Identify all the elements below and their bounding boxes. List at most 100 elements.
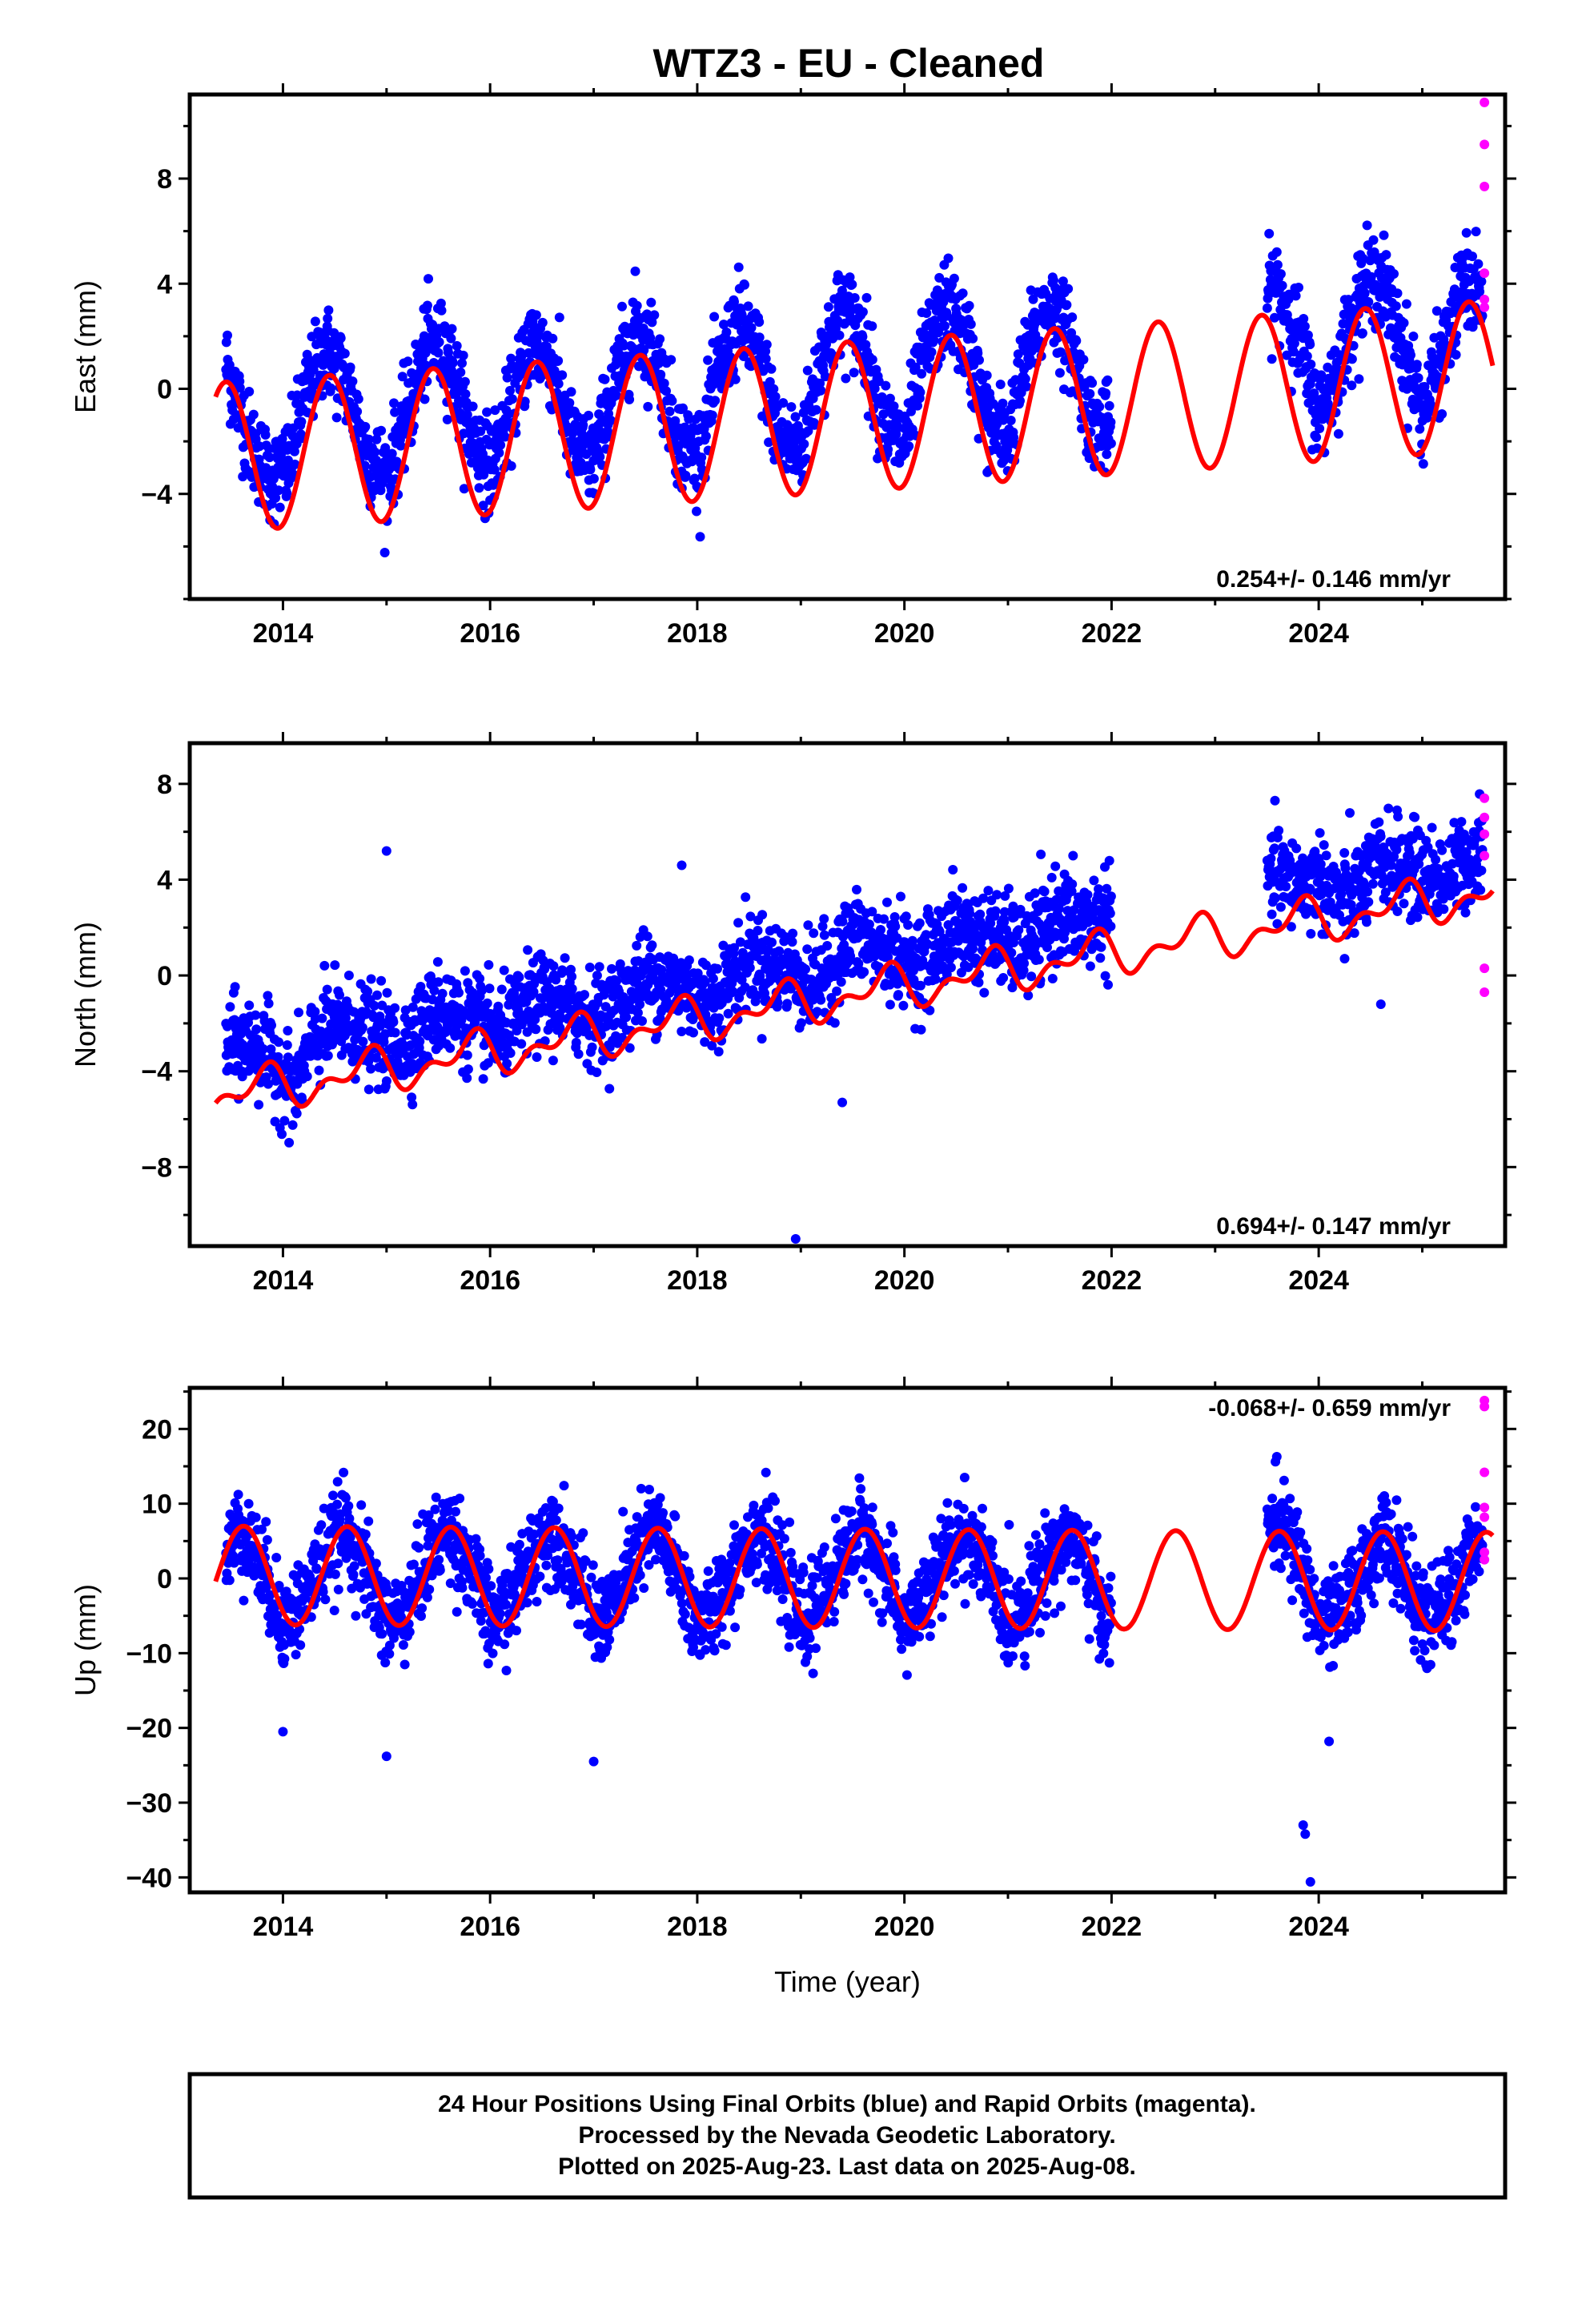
final-orbit-point (1345, 808, 1355, 818)
final-orbit-point (485, 1009, 496, 1019)
final-orbit-point (753, 926, 763, 935)
final-orbit-point (611, 390, 621, 400)
rapid-orbit-point (1480, 268, 1490, 279)
final-orbit-point (428, 995, 438, 1005)
final-orbit-point (408, 1100, 418, 1110)
final-orbit-point (733, 918, 744, 928)
final-orbit-point (823, 302, 833, 312)
final-orbit-point (998, 973, 1009, 983)
final-orbit-point (656, 369, 666, 380)
final-orbit-point (584, 963, 595, 972)
final-orbit-point (956, 967, 966, 978)
final-orbit-point (553, 356, 564, 366)
final-orbit-point (624, 394, 635, 404)
final-orbit-point (1026, 971, 1037, 982)
x-tick-label: 2024 (1288, 1265, 1349, 1296)
final-orbit-point (974, 977, 984, 987)
final-orbit-point (484, 959, 494, 970)
final-orbit-point (1422, 412, 1432, 423)
final-orbit-point (915, 980, 926, 991)
final-orbit-point (571, 1037, 581, 1047)
final-orbit-point (516, 352, 527, 362)
final-orbit-point (1062, 300, 1072, 310)
final-orbit-point (893, 423, 902, 433)
final-orbit-point (869, 384, 880, 394)
final-orbit-point (921, 930, 931, 940)
y-tick-label: 4 (157, 865, 172, 895)
final-orbit-point (837, 916, 848, 927)
final-orbit-point (659, 378, 669, 388)
final-orbit-point (745, 911, 756, 922)
final-orbit-point (352, 406, 363, 416)
final-orbit-point (670, 416, 681, 426)
final-orbit-point (279, 1116, 290, 1126)
final-orbit-point (893, 990, 904, 1000)
final-orbit-point (1014, 925, 1024, 935)
final-orbit-point (411, 994, 421, 1004)
final-orbit-point (458, 350, 468, 360)
final-orbit-point (1473, 259, 1484, 269)
final-orbit-point (729, 943, 739, 953)
final-orbit-point (1362, 220, 1372, 231)
final-orbit-point (802, 944, 813, 955)
final-orbit-point (529, 972, 540, 983)
final-orbit-point (1102, 883, 1112, 894)
y-tick-label: −8 (141, 1152, 172, 1183)
final-orbit-point (885, 999, 895, 1010)
final-orbit-point (700, 977, 710, 987)
final-orbit-point (263, 1079, 273, 1089)
final-orbit-point (326, 383, 336, 393)
final-orbit-point (1022, 381, 1031, 392)
final-orbit-point (898, 1000, 909, 1011)
final-orbit-point (1316, 370, 1327, 380)
final-orbit-point (1085, 961, 1095, 971)
final-orbit-point (1375, 831, 1386, 842)
final-orbit-point (757, 1034, 767, 1044)
final-orbit-point (283, 1052, 293, 1063)
final-orbit-point (819, 914, 829, 924)
north-y-axis-label: North (mm) (69, 922, 102, 1068)
final-orbit-point (459, 484, 469, 494)
final-orbit-point (323, 313, 333, 324)
final-orbit-point (290, 459, 300, 469)
final-orbit-point (482, 998, 492, 1008)
final-orbit-point (381, 1076, 391, 1086)
final-orbit-point (502, 372, 512, 383)
final-orbit-point (274, 485, 283, 496)
outlier-point (677, 860, 687, 870)
north-final-orbit-points (221, 789, 1488, 1244)
final-orbit-point (861, 292, 872, 303)
final-orbit-point (746, 323, 757, 333)
final-orbit-point (557, 370, 568, 380)
final-orbit-point (889, 912, 900, 922)
final-orbit-point (1299, 314, 1309, 324)
final-orbit-point (1266, 854, 1276, 863)
final-orbit-point (594, 962, 604, 972)
final-orbit-point (1082, 890, 1093, 900)
final-orbit-point (684, 955, 694, 965)
final-orbit-point (248, 409, 259, 420)
final-orbit-point (761, 340, 772, 350)
final-orbit-point (1068, 850, 1078, 861)
final-orbit-point (1437, 409, 1447, 419)
final-orbit-point (647, 940, 657, 951)
final-orbit-point (432, 1022, 443, 1032)
final-orbit-point (799, 439, 809, 449)
final-orbit-point (474, 483, 484, 493)
final-orbit-point (764, 437, 774, 448)
final-orbit-point (479, 469, 489, 480)
final-orbit-point (635, 999, 645, 1010)
final-orbit-point (743, 301, 753, 312)
final-orbit-point (735, 937, 745, 947)
final-orbit-point (456, 367, 466, 377)
final-orbit-point (432, 957, 443, 967)
final-orbit-point (566, 387, 576, 397)
final-orbit-point (289, 446, 299, 456)
final-orbit-point (612, 975, 622, 986)
final-orbit-point (778, 398, 789, 408)
final-orbit-point (930, 316, 940, 325)
final-orbit-point (1270, 795, 1280, 806)
final-orbit-point (476, 985, 487, 995)
